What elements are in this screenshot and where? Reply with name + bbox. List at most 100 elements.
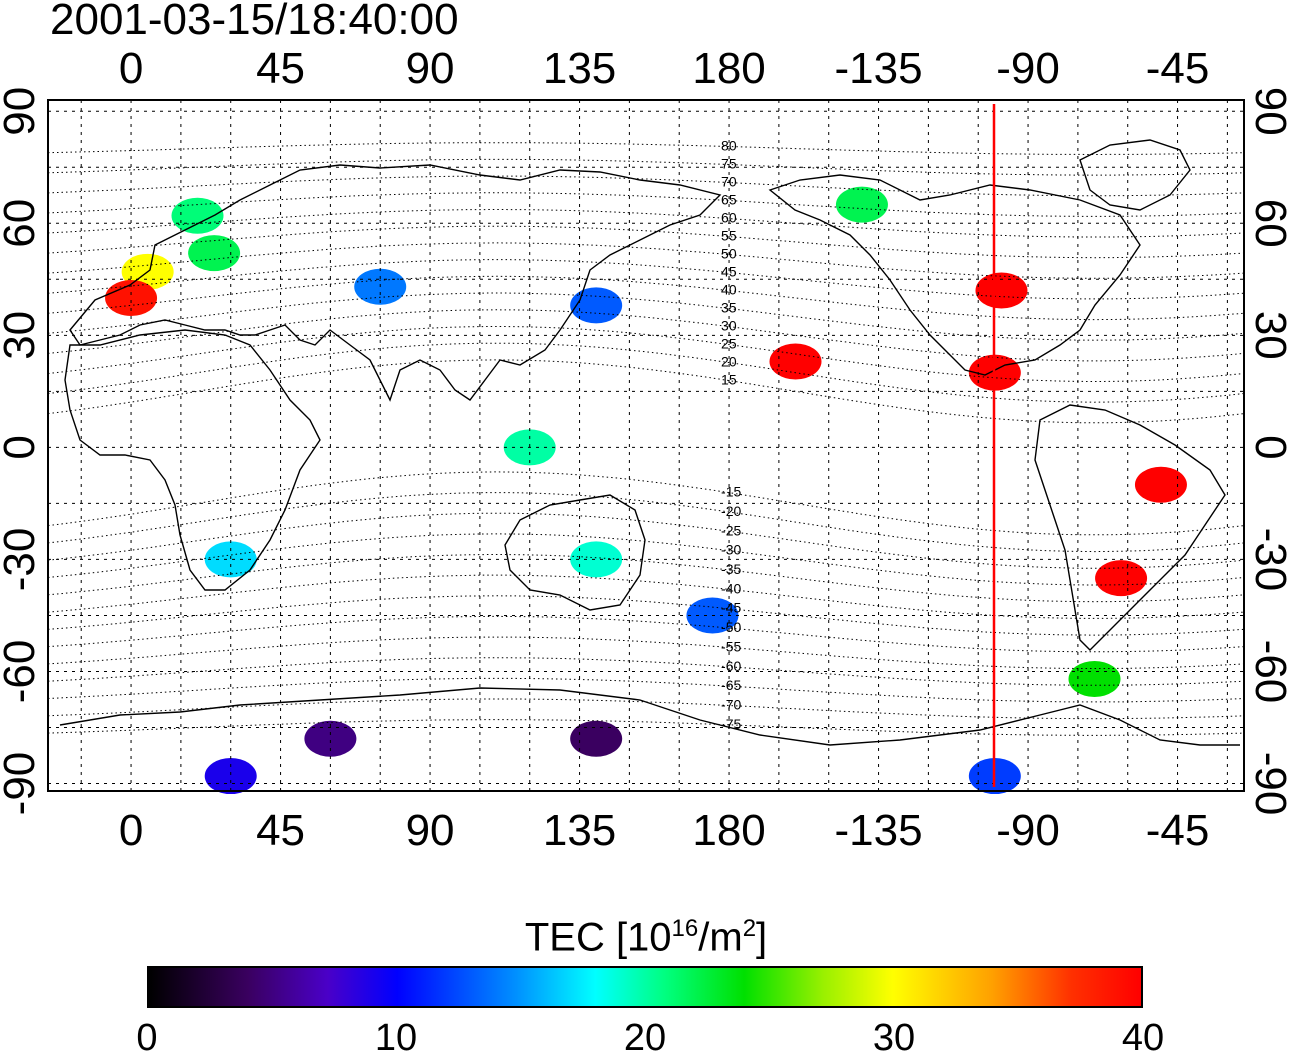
y-tick-label: -30 xyxy=(0,528,44,592)
colorbar-title: TEC [1016/m2] xyxy=(524,915,768,960)
tec-patch xyxy=(204,541,257,578)
x-tick-label: 45 xyxy=(256,806,305,855)
tec-patch xyxy=(570,720,623,757)
y-tick-label: 90 xyxy=(0,87,44,136)
coastline-south-america xyxy=(1034,404,1226,651)
x-tick-label: 180 xyxy=(692,806,765,855)
magnetic-latitude-contours: 80 75 70 65 60 55 50 45 40 35 30 25 20 15 -15 -20 -25 -30… xyxy=(47,138,1245,736)
tec-map: 80 75 70 65 60 55 50 45 40 35 30 25 20 15 -15 -20 -25 -30… xyxy=(0,44,1292,855)
contour-label: 80 xyxy=(721,138,737,154)
contour-label: 40 xyxy=(721,282,737,298)
y-tick-label: -30 xyxy=(1246,528,1292,592)
tec-patch xyxy=(570,287,623,324)
contour-label: -20 xyxy=(721,503,741,519)
contour-label: -30 xyxy=(721,542,741,558)
contour-line xyxy=(47,636,1245,669)
contour-label: 60 xyxy=(721,210,737,226)
contour-label: 65 xyxy=(721,192,737,208)
x-tick-label: 180 xyxy=(692,44,765,93)
colorbar-tick-label: 40 xyxy=(1121,1017,1165,1059)
contour-line xyxy=(47,325,1245,383)
contour-line xyxy=(47,242,1245,279)
contour-label: 75 xyxy=(721,156,737,172)
contour-line xyxy=(47,192,1245,217)
tec-patch xyxy=(105,279,158,316)
x-axis-top-ticks: 0 45 90 135 180 -135 -90 -45 xyxy=(119,44,1210,93)
tec-patch xyxy=(1095,560,1148,597)
timestamp: 2001-03-15/18:40:00 xyxy=(50,0,459,44)
coastline-greenland xyxy=(1079,139,1191,211)
tec-patch xyxy=(171,197,224,234)
x-tick-label: 45 xyxy=(256,44,305,93)
tec-patch xyxy=(188,235,241,272)
contour-line xyxy=(47,275,1245,321)
contour-label: -60 xyxy=(721,658,741,674)
colorbar-tick-label: 20 xyxy=(623,1017,667,1059)
contour-line xyxy=(47,342,1245,403)
y-tick-label: 60 xyxy=(1246,199,1292,248)
contour-label: 20 xyxy=(721,354,737,370)
tec-patch xyxy=(835,186,888,223)
x-tick-label: 90 xyxy=(406,806,455,855)
contour-line xyxy=(47,208,1245,238)
x-tick-label: 90 xyxy=(406,44,455,93)
contour-line xyxy=(47,574,1245,619)
y-axis-left-ticks: 90 60 30 0 -30 -60 -90 xyxy=(0,87,44,816)
coastline-africa xyxy=(64,329,321,591)
coastline-north-america xyxy=(768,174,1141,376)
contour-label: 25 xyxy=(721,336,737,352)
tec-patch xyxy=(1068,660,1121,697)
contour-label: -40 xyxy=(721,580,741,596)
contour-label: -25 xyxy=(721,522,741,538)
contour-line xyxy=(47,259,1245,300)
y-tick-label: -90 xyxy=(0,752,44,816)
x-tick-label: -135 xyxy=(835,44,923,93)
grid-lines xyxy=(48,100,1244,791)
contour-label: 50 xyxy=(721,246,737,262)
contour-line xyxy=(47,595,1245,636)
contour-line xyxy=(47,719,1245,736)
y-tick-label: 60 xyxy=(0,199,44,248)
contour-line xyxy=(47,615,1245,653)
x-axis-bottom-ticks: 0 45 90 135 180 -135 -90 -45 xyxy=(119,806,1210,855)
y-tick-label: 30 xyxy=(0,311,44,360)
contour-label: -35 xyxy=(721,561,741,577)
contour-label: 30 xyxy=(721,318,737,334)
tec-patch xyxy=(769,343,822,380)
contour-label: 55 xyxy=(721,228,737,244)
y-tick-label: 0 xyxy=(0,435,44,459)
colorbar-tick-label: 10 xyxy=(374,1017,418,1059)
contour-line xyxy=(47,492,1245,553)
x-tick-label: -90 xyxy=(996,806,1060,855)
contour-line xyxy=(47,292,1245,341)
contour-label: 45 xyxy=(721,264,737,280)
tec-patch xyxy=(204,758,257,795)
contour-label: 35 xyxy=(721,300,737,316)
contour-line xyxy=(47,175,1245,197)
colorbar xyxy=(147,966,1143,1008)
contour-line xyxy=(47,657,1245,686)
contour-line xyxy=(47,359,1245,424)
coastlines xyxy=(59,139,1240,746)
contour-label: -65 xyxy=(721,677,741,693)
contour-label: 70 xyxy=(721,174,737,190)
y-tick-label: 90 xyxy=(1246,87,1292,136)
coastline-antarctica xyxy=(59,687,1240,746)
colorbar-tick-label: 0 xyxy=(136,1017,158,1059)
y-tick-label: -60 xyxy=(1246,640,1292,704)
tec-patch xyxy=(975,272,1028,309)
x-tick-label: -90 xyxy=(996,44,1060,93)
x-tick-label: 135 xyxy=(543,806,616,855)
x-tick-label: 0 xyxy=(119,44,143,93)
y-tick-label: 30 xyxy=(1246,311,1292,360)
x-tick-label: -45 xyxy=(1146,806,1210,855)
contour-label: -45 xyxy=(721,600,741,616)
tec-patch xyxy=(1134,466,1187,503)
contour-line xyxy=(47,158,1245,176)
contour-label: -50 xyxy=(721,619,741,635)
contour-label: 15 xyxy=(721,372,737,388)
contour-label: -75 xyxy=(721,716,741,732)
tec-patch-layer xyxy=(105,186,1187,795)
tec-patch xyxy=(570,541,623,578)
contour-line xyxy=(47,225,1245,259)
